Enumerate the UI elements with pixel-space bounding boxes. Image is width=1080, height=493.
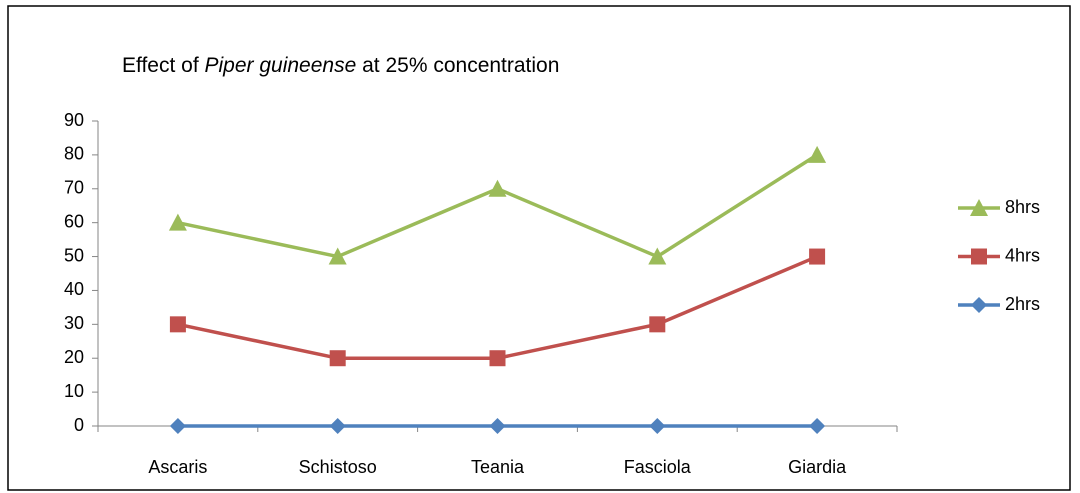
marker (648, 247, 667, 265)
marker (649, 418, 666, 434)
marker (649, 316, 666, 333)
marker (809, 248, 826, 265)
marker (328, 247, 347, 265)
marker (169, 418, 186, 434)
marker (329, 418, 346, 434)
y-tick-label: 90 (64, 110, 84, 130)
y-tick-label: 80 (64, 144, 84, 164)
marker (809, 418, 826, 434)
marker (489, 418, 506, 434)
legend-label: 4hrs (1005, 245, 1040, 265)
marker (169, 316, 186, 333)
y-tick-label: 10 (64, 381, 84, 401)
marker (168, 213, 187, 231)
y-tick-label: 70 (64, 178, 84, 198)
marker (808, 145, 827, 163)
title-part: at 25% concentration (356, 54, 559, 77)
y-tick-label: 50 (64, 245, 84, 265)
y-tick-label: 60 (64, 211, 84, 231)
y-tick-label: 30 (64, 313, 84, 333)
chart-title: Effect of Piper guineense at 25% concent… (122, 54, 559, 77)
x-tick-label: Teania (471, 457, 525, 477)
marker (489, 350, 506, 367)
marker (971, 297, 987, 313)
marker (329, 350, 346, 367)
y-tick-label: 0 (74, 415, 84, 435)
x-tick-label: Fasciola (624, 457, 692, 477)
x-tick-label: Ascaris (148, 457, 207, 477)
title-part: Effect of (122, 54, 205, 77)
x-tick-label: Schistoso (299, 457, 377, 477)
legend-label: 8hrs (1005, 197, 1040, 217)
y-tick-label: 40 (64, 279, 84, 299)
x-tick-label: Giardia (788, 457, 847, 477)
title-part: Piper guineense (205, 54, 357, 77)
marker (488, 179, 507, 197)
marker (970, 199, 988, 216)
legend-label: 2hrs (1005, 294, 1040, 314)
y-tick-label: 20 (64, 347, 84, 367)
marker (971, 248, 987, 265)
chart-frame (7, 5, 1071, 491)
